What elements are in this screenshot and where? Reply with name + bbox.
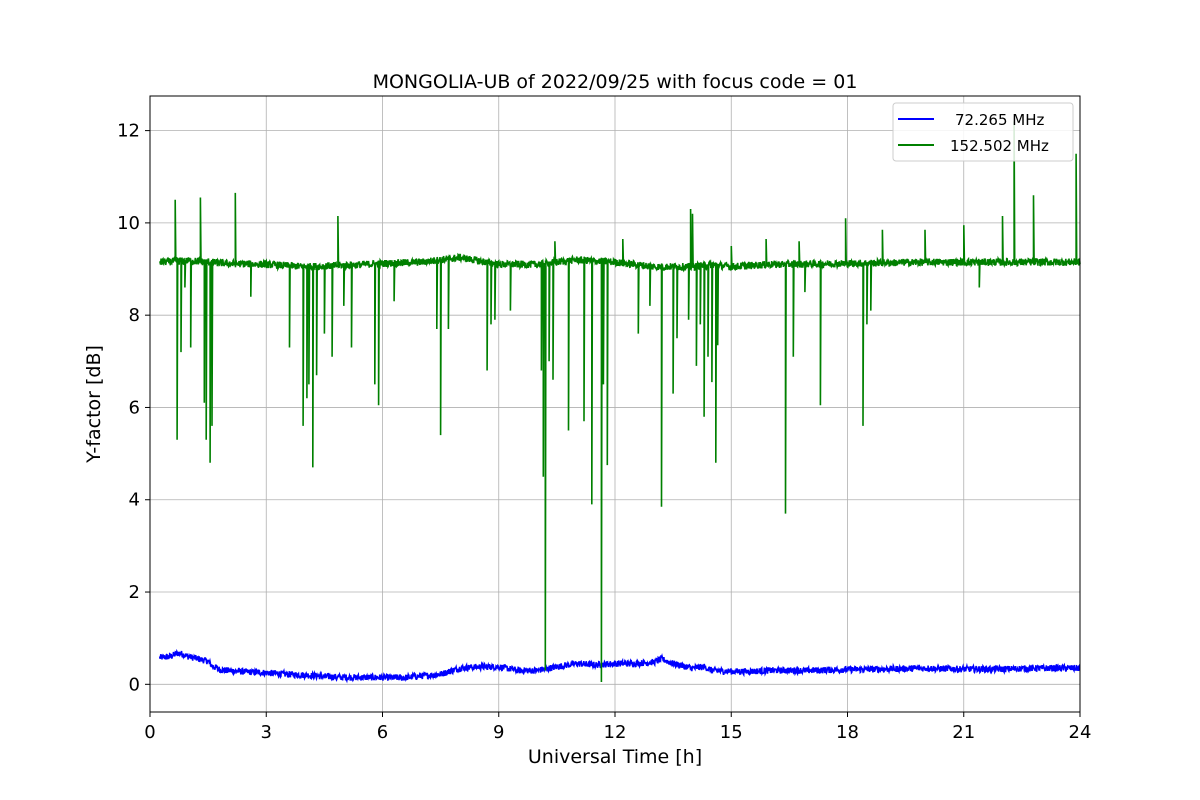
series-line-152mhz [159,121,1081,683]
legend-label-152mhz: 152.502 MHz [950,137,1049,155]
series-line-72mhz [158,648,1081,684]
y-tick-label: 12 [117,121,140,142]
legend-box [892,102,1074,162]
y-axis-label: Y-factor [dB] [83,345,105,464]
y-tick-label: 6 [129,397,140,418]
x-tick-label: 15 [720,722,743,743]
x-tick-label: 12 [604,722,627,743]
y-tick-label: 8 [129,305,140,326]
x-axis-label: Universal Time [h] [528,746,702,768]
y-tick-label: 0 [129,674,140,695]
legend-label-72mhz: 72.265 MHz [955,111,1044,129]
x-tick-label: 9 [493,722,504,743]
y-tick-label: 2 [129,582,140,603]
x-tick-label: 0 [144,722,155,743]
y-tick-label: 10 [117,213,140,234]
legend: 72.265 MHz 152.502 MHz [892,102,1074,162]
x-tick-label: 6 [377,722,388,743]
y-tick-label: 4 [129,490,140,511]
x-tick-label: 3 [261,722,272,743]
x-tick-label: 24 [1069,722,1092,743]
series-layer [158,121,1081,684]
x-tick-label: 18 [836,722,859,743]
chart-title: MONGOLIA-UB of 2022/09/25 with focus cod… [373,71,858,93]
x-tick-label: 21 [952,722,975,743]
